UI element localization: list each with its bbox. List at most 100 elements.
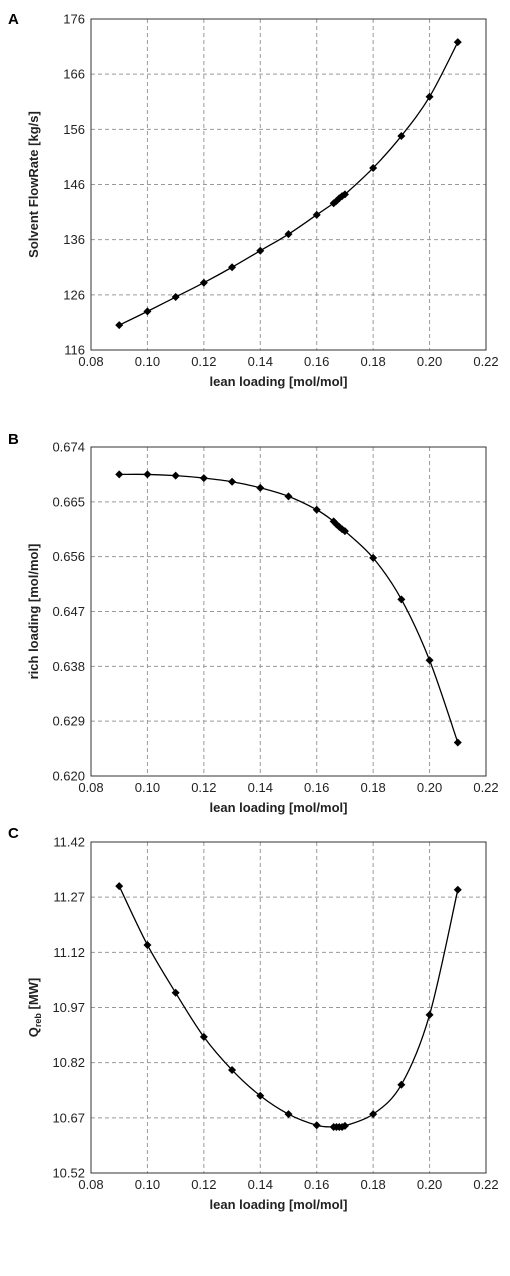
- data-point: [171, 471, 180, 480]
- x-tick-label: 0.16: [304, 780, 329, 795]
- x-tick-label: 0.18: [360, 1177, 385, 1192]
- x-tick-label: 0.22: [473, 354, 498, 369]
- y-axis-title: rich loading [mol/mol]: [26, 544, 41, 680]
- x-tick-label: 0.08: [78, 780, 103, 795]
- y-axis-title: Solvent FlowRate [kg/s]: [26, 111, 41, 258]
- y-tick-label: 176: [63, 12, 85, 27]
- data-point: [425, 656, 434, 665]
- data-point: [115, 882, 124, 891]
- y-tick-label: 11.27: [53, 890, 85, 905]
- y-tick-label: 10.52: [52, 1166, 85, 1181]
- data-point: [312, 210, 321, 219]
- x-axis-title: lean loading [mol/mol]: [210, 1197, 348, 1212]
- x-tick-label: 0.14: [248, 354, 273, 369]
- y-tick-label: 0.638: [52, 659, 85, 674]
- y-tick-label: 136: [63, 232, 85, 247]
- x-tick-label: 0.16: [304, 1177, 329, 1192]
- data-point: [340, 527, 349, 536]
- y-tick-label: 0.647: [52, 604, 85, 619]
- x-tick-label: 0.14: [248, 1177, 273, 1192]
- data-point: [312, 505, 321, 514]
- data-point: [228, 263, 237, 272]
- y-tick-label: 0.629: [52, 714, 85, 729]
- chart-panel-b: B 0.08 0.10 0.12 0.14 0.16 0.18 0.20 0.22 0.620 0.…: [8, 431, 499, 815]
- data-point: [340, 190, 349, 199]
- chart-panel-c: C 0.08 0.10 0.12 0.14 0.16 0.18 0.20 0.22 10.52 10…: [8, 825, 499, 1212]
- x-tick-label: 0.18: [360, 354, 385, 369]
- x-tick-label: 0.12: [191, 780, 216, 795]
- x-tick-label: 0.08: [78, 354, 103, 369]
- x-tick-label: 0.12: [191, 1177, 216, 1192]
- y-tick-label: 146: [63, 177, 85, 192]
- data-point: [425, 1010, 434, 1019]
- x-tick-label: 0.10: [135, 354, 160, 369]
- data-point: [143, 470, 152, 479]
- x-tick-label: 0.08: [78, 1177, 103, 1192]
- data-point: [199, 278, 208, 287]
- data-point: [369, 553, 378, 562]
- data-point: [256, 483, 265, 492]
- series-line: [118, 41, 459, 326]
- y-tick-label: 11.12: [53, 945, 85, 960]
- x-axis-title: lean loading [mol/mol]: [210, 800, 348, 815]
- y-tick-label: 0.665: [52, 494, 85, 509]
- data-point: [171, 293, 180, 302]
- y-tick-label: 0.674: [52, 440, 85, 455]
- y-tick-label: 0.656: [52, 549, 85, 564]
- data-point: [143, 307, 152, 316]
- data-point: [397, 1080, 406, 1089]
- x-tick-label: 0.18: [360, 780, 385, 795]
- y-tick-label: 10.97: [52, 1000, 85, 1015]
- panel-label: B: [8, 431, 19, 448]
- x-tick-label: 0.10: [135, 780, 160, 795]
- x-tick-label: 0.10: [135, 1177, 160, 1192]
- data-point: [453, 738, 462, 747]
- x-tick-label: 0.16: [304, 354, 329, 369]
- y-tick-label: 166: [63, 67, 85, 82]
- data-point: [143, 940, 152, 949]
- data-point: [284, 492, 293, 501]
- data-point: [397, 131, 406, 140]
- series-line: [119, 473, 459, 743]
- y-axis-title: Qreb [MW]: [26, 978, 43, 1038]
- y-tick-label: 126: [63, 287, 85, 302]
- data-point: [228, 1066, 237, 1075]
- y-tick-label: 11.42: [53, 835, 85, 850]
- data-point: [199, 1032, 208, 1041]
- y-tick-label: 10.67: [52, 1110, 85, 1125]
- data-point: [369, 1110, 378, 1119]
- data-point: [369, 163, 378, 172]
- x-tick-label: 0.12: [191, 354, 216, 369]
- series-line: [118, 885, 459, 1128]
- data-point: [312, 1121, 321, 1130]
- plot-frame: [90, 446, 487, 777]
- data-point: [425, 92, 434, 101]
- x-tick-label: 0.14: [248, 780, 273, 795]
- data-point: [340, 1121, 349, 1130]
- data-point: [453, 38, 462, 47]
- x-tick-label: 0.20: [417, 780, 442, 795]
- x-tick-label: 0.22: [473, 780, 498, 795]
- panel-label: A: [8, 11, 19, 28]
- data-point: [284, 1110, 293, 1119]
- data-point: [199, 474, 208, 483]
- chart-panel-a: A 0.08 0.10 0.12 0.14 0.16 0.18 0.20 0.22 116 126 1…: [8, 11, 499, 389]
- data-point: [228, 477, 237, 486]
- data-point: [115, 470, 124, 479]
- data-point: [115, 321, 124, 330]
- plot-frame: [90, 841, 487, 1174]
- x-tick-label: 0.22: [473, 1177, 498, 1192]
- data-point: [397, 595, 406, 604]
- data-point: [284, 230, 293, 239]
- y-tick-label: 156: [63, 122, 85, 137]
- x-tick-label: 0.20: [417, 354, 442, 369]
- y-tick-label: 10.82: [52, 1055, 85, 1070]
- y-tick-label: 116: [64, 343, 85, 358]
- data-point: [256, 246, 265, 255]
- panel-label: C: [8, 825, 19, 842]
- data-point: [453, 885, 462, 894]
- x-axis-title: lean loading [mol/mol]: [210, 374, 348, 389]
- x-tick-label: 0.20: [417, 1177, 442, 1192]
- y-tick-label: 0.620: [52, 769, 85, 784]
